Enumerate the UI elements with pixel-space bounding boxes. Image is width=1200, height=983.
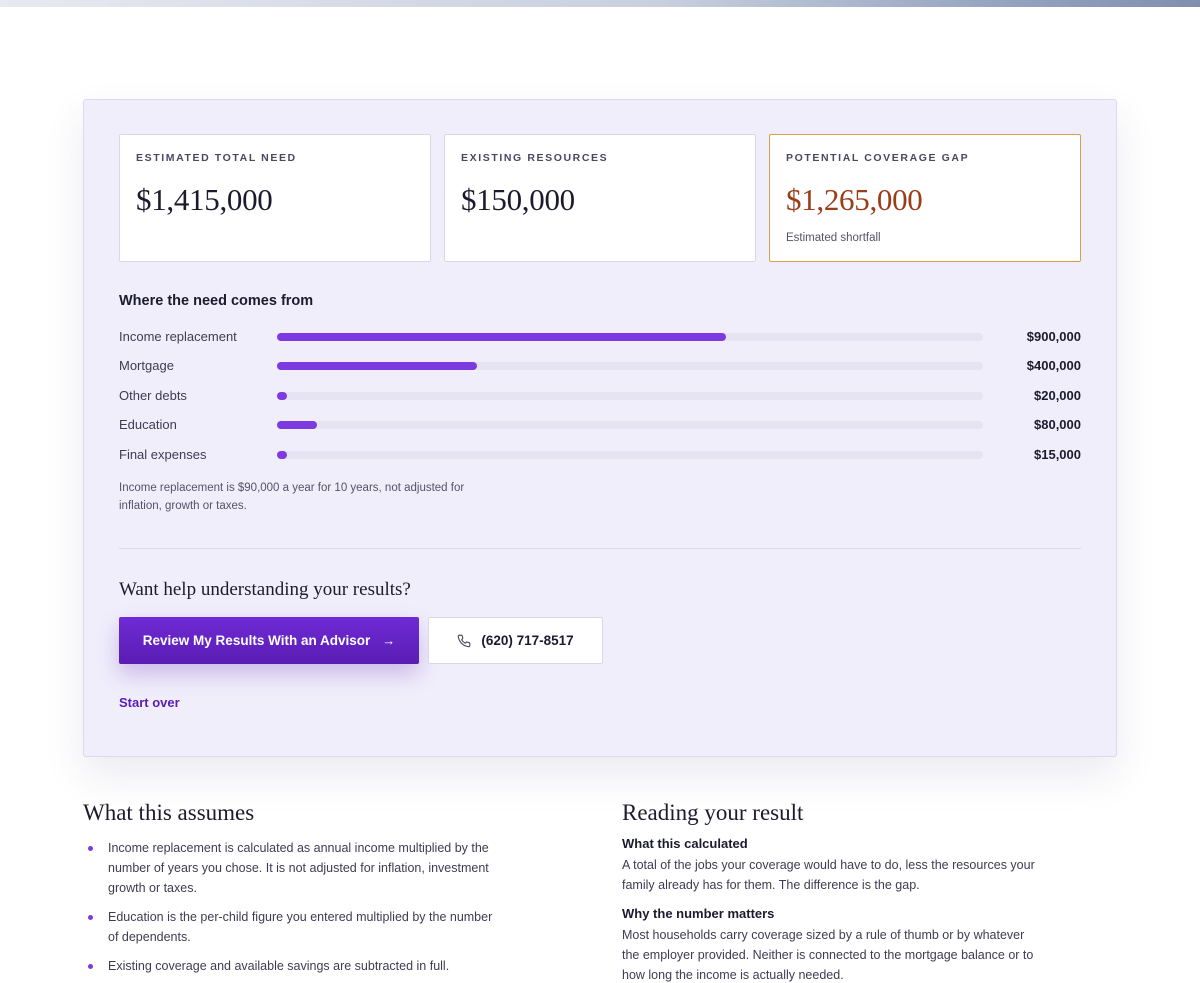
bar-track <box>277 392 983 400</box>
results-card: ESTIMATED TOTAL NEED $1,415,000 EXISTING… <box>83 99 1117 757</box>
breakdown-label: Final expenses <box>119 447 207 462</box>
breakdown-label: Other debts <box>119 388 187 403</box>
assumption-text: Existing coverage and available savings … <box>108 959 450 973</box>
advisor-button-label: Review My Results With an Advisor <box>142 633 371 648</box>
reading-subheading: Why the number matters <box>622 906 775 921</box>
breakdown-label: Mortgage <box>119 358 174 373</box>
list-item: Education is the per-child figure you en… <box>83 907 503 947</box>
bar-fill <box>277 392 287 400</box>
stat-label: POTENTIAL COVERAGE GAP <box>786 152 970 164</box>
stat-value: $1,415,000 <box>136 182 273 217</box>
breakdown-label: Income replacement <box>119 329 237 344</box>
list-item: Existing coverage and available savings … <box>83 956 503 976</box>
bar-fill <box>277 451 287 459</box>
help-heading: Want help understanding your results? <box>119 579 411 600</box>
bar-fill <box>277 333 727 341</box>
breakdown-row-final-expenses: Final expenses $15,000 <box>119 445 1081 465</box>
reading-subheading: What this calculated <box>622 836 748 851</box>
assumption-text: Income replacement is calculated as annu… <box>108 841 489 895</box>
bullet-icon <box>88 964 93 969</box>
start-over-link[interactable]: Start over <box>119 695 180 710</box>
reading-heading: Reading your result <box>622 800 804 825</box>
breakdown-row-other-debts: Other debts $20,000 <box>119 386 1081 406</box>
assumptions-heading: What this assumes <box>83 800 255 825</box>
breakdown-value: $20,000 <box>1034 388 1081 403</box>
phone-number: (620) 717-8517 <box>481 633 574 648</box>
breakdown-row-income-replacement: Income replacement $900,000 <box>119 327 1081 347</box>
divider <box>119 548 1081 549</box>
bar-fill <box>277 421 317 429</box>
assumptions-list: Income replacement is calculated as annu… <box>83 838 503 976</box>
stat-card-total-need: ESTIMATED TOTAL NEED $1,415,000 <box>119 134 431 262</box>
reading-text: Most households carry coverage sized by … <box>622 928 1034 982</box>
stat-card-coverage-gap: POTENTIAL COVERAGE GAP $1,265,000 Estima… <box>769 134 1081 262</box>
bar-track <box>277 333 983 341</box>
review-with-advisor-button[interactable]: Review My Results With an Advisor → <box>119 617 419 664</box>
bullet-icon <box>88 846 93 851</box>
assumptions-section: What this assumes Income replacement is … <box>83 800 503 983</box>
bar-track <box>277 362 983 370</box>
bar-track <box>277 421 983 429</box>
breakdown-row-mortgage: Mortgage $400,000 <box>119 356 1081 376</box>
breakdown-value: $900,000 <box>1026 329 1081 344</box>
breakdown-row-education: Education $80,000 <box>119 415 1081 435</box>
list-item: Income replacement is calculated as annu… <box>83 838 503 898</box>
phone-icon <box>458 634 471 647</box>
breakdown-value: $400,000 <box>1026 358 1081 373</box>
bar-fill <box>277 362 477 370</box>
breakdown-value: $15,000 <box>1034 447 1081 462</box>
breakdown-label: Education <box>119 417 177 432</box>
hero-image-strip <box>0 0 1200 7</box>
stat-note: Estimated shortfall <box>786 232 881 244</box>
assumption-text: Education is the per-child figure you en… <box>108 910 493 944</box>
breakdown-value: $80,000 <box>1034 417 1081 432</box>
stat-value: $150,000 <box>461 182 575 217</box>
stat-value: $1,265,000 <box>786 182 923 217</box>
stat-label: EXISTING RESOURCES <box>461 152 609 164</box>
breakdown-footnote: Income replacement is $90,000 a year for… <box>119 482 465 512</box>
reading-text: A total of the jobs your coverage would … <box>622 858 1035 892</box>
reading-result-section: Reading your result What this calculated… <box>622 800 1042 983</box>
stat-card-existing-resources: EXISTING RESOURCES $150,000 <box>444 134 756 262</box>
stat-label: ESTIMATED TOTAL NEED <box>136 152 297 164</box>
arrow-right-icon: → <box>382 633 396 648</box>
breakdown-title: Where the need comes from <box>119 293 314 309</box>
bullet-icon <box>88 915 93 920</box>
phone-call-button[interactable]: (620) 717-8517 <box>428 617 603 664</box>
bar-track <box>277 451 983 459</box>
